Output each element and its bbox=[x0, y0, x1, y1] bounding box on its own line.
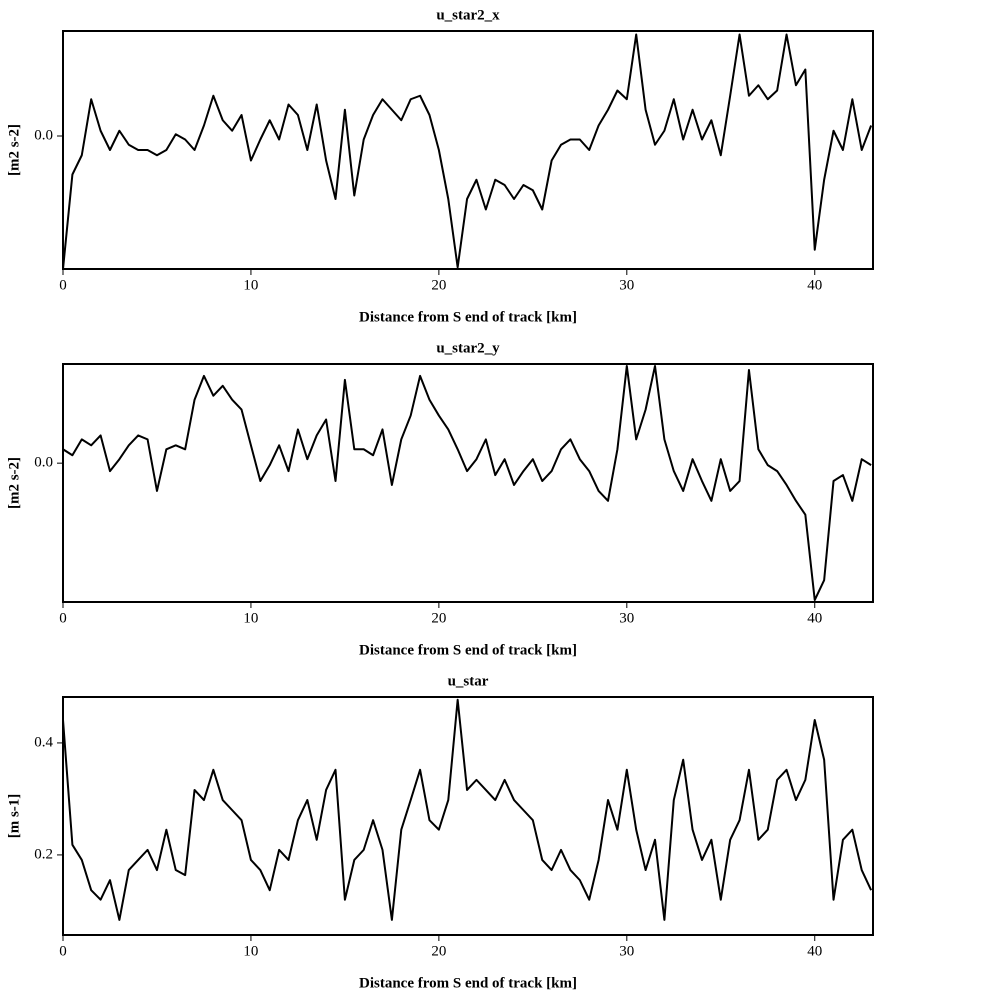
panel: u_star2_y Distance from S end of track [k… bbox=[6, 340, 874, 658]
y-tick-label: 0.4 bbox=[34, 734, 53, 750]
y-axis-label: [m2 s-2] bbox=[6, 457, 22, 509]
x-axis-label: Distance from S end of track [km] bbox=[359, 309, 577, 325]
x-tick-label: 10 bbox=[243, 277, 258, 293]
plot-frame bbox=[62, 363, 874, 603]
x-axis-label: Distance from S end of track [km] bbox=[359, 975, 577, 991]
data-line bbox=[63, 364, 872, 602]
x-tick-label: 30 bbox=[619, 943, 634, 959]
x-tick-label: 30 bbox=[619, 610, 634, 626]
panel: u_star Distance from S end of track [km] [… bbox=[6, 673, 874, 991]
chart-title: u_star2_y bbox=[436, 340, 500, 356]
data-line bbox=[63, 33, 873, 269]
x-tick-label: 40 bbox=[807, 277, 822, 293]
y-axis-label: [m2 s-2] bbox=[6, 124, 22, 176]
x-tick-label: 0 bbox=[59, 610, 67, 626]
x-tick-label: 0 bbox=[59, 943, 67, 959]
x-tick-label: 30 bbox=[619, 277, 634, 293]
y-tick-label: 0.0 bbox=[34, 455, 53, 471]
x-axis-label: Distance from S end of track [km] bbox=[359, 642, 577, 658]
plot-frame bbox=[62, 696, 874, 936]
x-tick-label: 20 bbox=[431, 277, 446, 293]
y-axis-label: [m s-1] bbox=[6, 794, 22, 839]
x-tick-label: 40 bbox=[807, 943, 822, 959]
x-tick-label: 40 bbox=[807, 610, 822, 626]
x-tick-label: 0 bbox=[59, 277, 67, 293]
x-tick-label: 20 bbox=[431, 943, 446, 959]
plot-frame bbox=[62, 30, 874, 270]
chart-title: u_star2_x bbox=[436, 7, 500, 23]
x-tick-label: 10 bbox=[243, 610, 258, 626]
panel: u_star2_x Distance from S end of track [k… bbox=[6, 7, 874, 325]
y-tick-label: 0.0 bbox=[34, 127, 53, 143]
y-tick-label: 0.2 bbox=[34, 846, 53, 862]
chart-title: u_star bbox=[448, 673, 489, 689]
x-tick-label: 10 bbox=[243, 943, 258, 959]
data-line bbox=[63, 698, 873, 921]
x-tick-label: 20 bbox=[431, 610, 446, 626]
